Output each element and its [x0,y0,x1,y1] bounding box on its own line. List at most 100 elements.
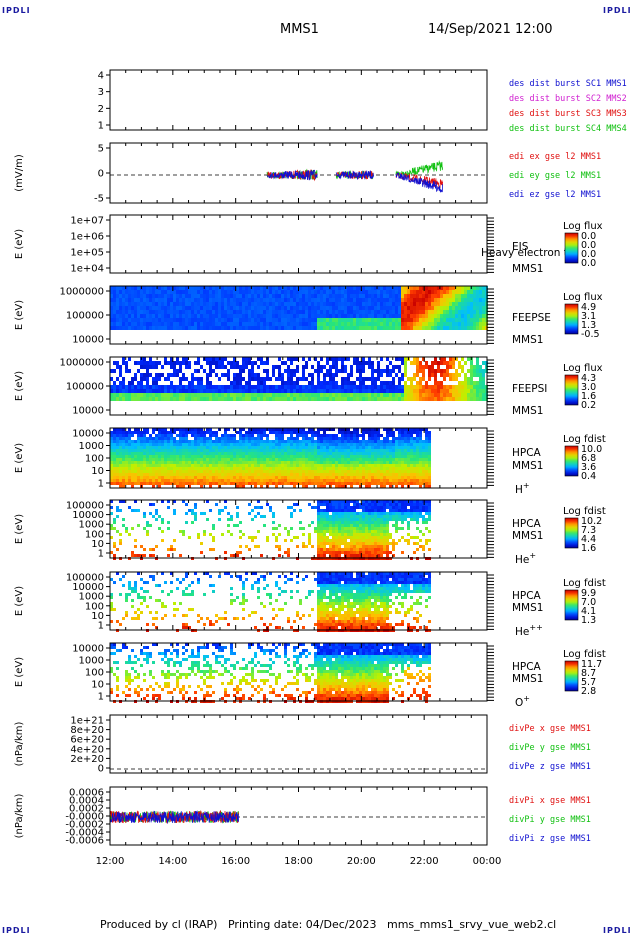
spectro-cell [185,440,188,443]
spectro-cell [284,385,287,389]
spectro-cell [137,369,140,373]
spectro-cell [377,482,380,485]
spectro-cell [149,326,152,330]
spectro-cell [182,449,185,452]
spectro-cell [251,431,254,434]
spectro-cell [128,318,131,322]
spectro-cell [272,318,275,322]
spectro-cell [401,306,404,310]
spectro-cell [125,298,128,302]
spectro-cell [341,318,344,322]
spectro-cell [272,310,275,314]
spectro-cell [371,298,374,302]
spectro-cell [197,294,200,298]
spectro-cell [239,310,242,314]
spectro-cell [164,431,167,434]
spectro-cell [263,314,266,318]
spectro-cell [386,446,389,449]
spectro-cell [131,377,134,381]
spectro-cell [275,298,278,302]
spectro-cell [395,389,398,393]
spectro-cell [428,286,431,290]
spectro-cell [380,310,383,314]
spectro-cell [329,365,332,369]
spectro-cell [269,443,272,446]
spectro-cell [398,455,401,458]
spectro-cell [425,440,428,443]
spectro-cell [278,318,281,322]
spectro-cell [422,458,425,461]
spectro-cell [224,482,227,485]
spectro-cell [125,385,128,389]
spectro-cell [185,298,188,302]
spectro-cell [293,437,296,440]
spectro-cell [395,461,398,464]
spectro-cell [374,377,377,381]
spectro-cell [323,326,326,330]
spectro-cell [251,389,254,393]
spectro-cell [350,294,353,298]
spectro-cell [254,443,257,446]
spectro-cell [245,476,248,479]
spectro-cell [377,479,380,482]
spectro-cell [371,302,374,306]
spectro-cell [206,482,209,485]
spectro-cell [272,431,275,434]
spectro-cell [392,389,395,393]
spectro-cell [203,385,206,389]
spectro-cell [359,298,362,302]
spectro-cell [458,286,461,290]
spectro-cell [341,286,344,290]
spectro-cell [392,290,395,294]
spectro-cell [149,397,152,401]
spectro-cell [311,397,314,401]
spectro-cell [182,452,185,455]
spectro-cell [221,446,224,449]
spectro-cell [194,446,197,449]
spectro-cell [458,306,461,310]
spectro-cell [215,314,218,318]
y-tick-label: 1000000 [59,287,104,298]
spectro-cell [140,314,143,318]
spectro-cell [476,357,479,361]
spectro-cell [377,437,380,440]
spectro-cell [296,389,299,393]
spectro-cell [311,314,314,318]
spectro-cell [329,464,332,467]
spectro-cell [455,322,458,326]
spectro-cell [344,482,347,485]
spectro-cell [371,431,374,434]
spectro-cell [422,476,425,479]
spectro-cell [341,446,344,449]
spectro-cell [167,464,170,467]
spectro-cell [209,431,212,434]
spectro-cell [119,393,122,397]
spectro-cell [479,318,482,322]
spectro-cell [407,434,410,437]
spectro-cell [191,290,194,294]
spectro-cell [377,290,380,294]
spectro-cell [401,431,404,434]
spectro-cell [266,298,269,302]
spectro-cell [212,318,215,322]
spectro-cell [461,290,464,294]
spectro-cell [473,385,476,389]
spectro-cell [152,385,155,389]
spectro-cell [152,467,155,470]
spectro-cell [317,389,320,393]
spectro-cell [200,298,203,302]
spectro-cell [215,357,218,361]
spectro-cell [125,361,128,365]
spectro-cell [152,440,155,443]
spectro-cell [275,449,278,452]
spectro-cell [311,449,314,452]
spectro-cell [383,473,386,476]
spacecraft-label: MMS1 [512,263,543,275]
legend-entry: edi ex gse l2 MMS1 [509,152,601,162]
spectro-cell [350,464,353,467]
spectro-cell [290,437,293,440]
spectro-cell [131,458,134,461]
spectro-cell [290,449,293,452]
spectro-cell [425,461,428,464]
spectro-cell [281,476,284,479]
